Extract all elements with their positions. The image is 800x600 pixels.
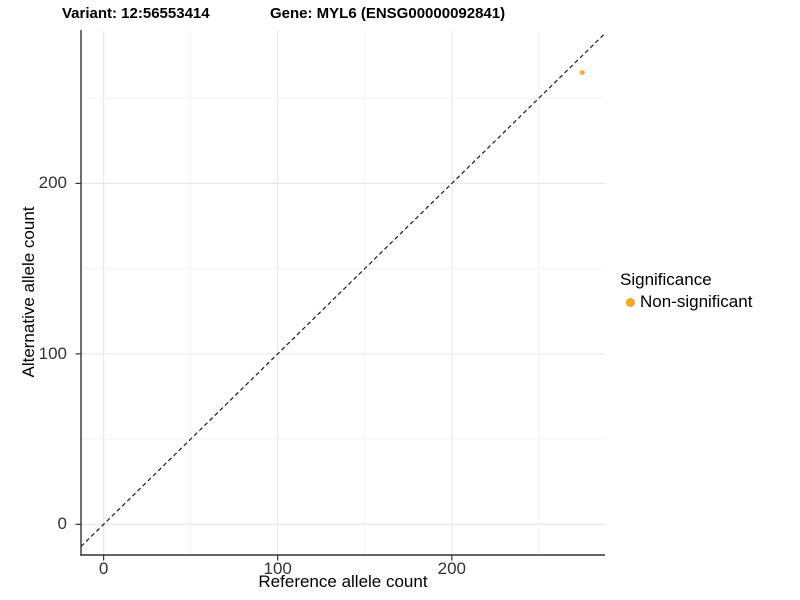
legend-point-icon <box>626 297 635 307</box>
legend-item-label: Non-significant <box>640 292 753 311</box>
legend-item-non-significant: Non-significant <box>620 292 752 312</box>
x-axis-title: Reference allele count <box>258 572 428 591</box>
plot-panel <box>75 30 606 561</box>
x-tick-label: 100 <box>263 559 292 578</box>
legend: Significance Non-significant <box>620 270 752 312</box>
y-tick-label: 100 <box>38 343 67 363</box>
data-point <box>579 70 585 76</box>
y-tick-label: 200 <box>38 173 67 193</box>
x-tick-label: 0 <box>98 559 109 578</box>
identity-line <box>80 32 606 547</box>
plot-title-variant: Variant: 12:56553414 <box>62 5 210 22</box>
legend-title: Significance <box>620 270 712 289</box>
x-tick-label: 200 <box>437 559 466 578</box>
plot-title-gene: Gene: MYL6 (ENSG00000092841) <box>270 5 506 22</box>
y-tick-label: 0 <box>57 514 67 534</box>
